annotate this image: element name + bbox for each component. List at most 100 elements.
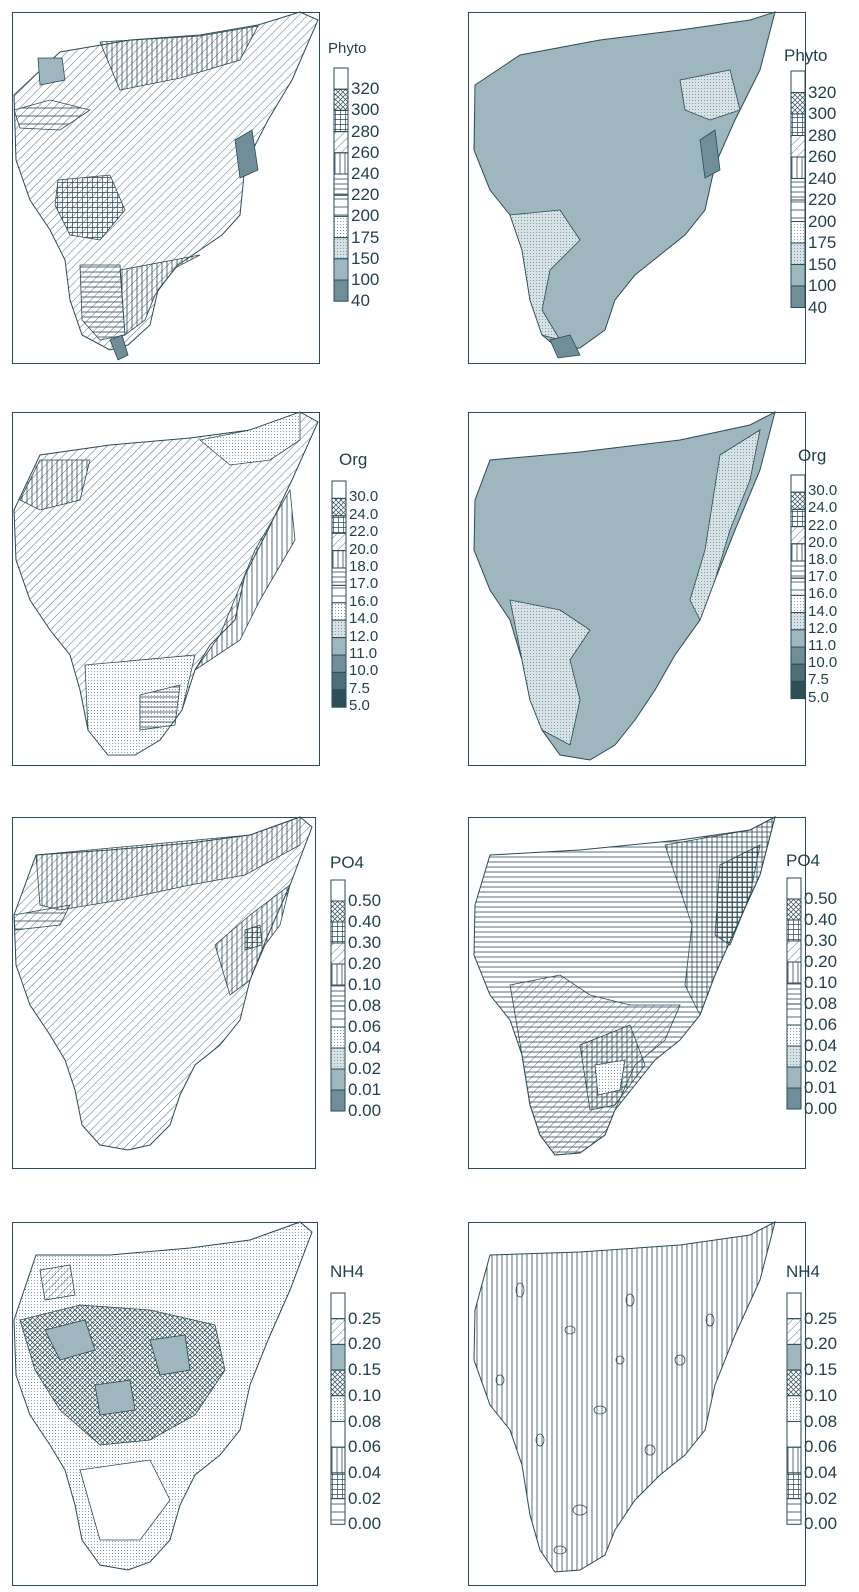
legend-label: 0.02 <box>348 1488 382 1508</box>
legend-swatch <box>786 898 802 921</box>
legend-title: PO4 <box>330 853 365 872</box>
legend-swatch <box>790 543 806 562</box>
lagoon-map <box>13 11 319 361</box>
legend-label: 0.06 <box>348 1017 382 1036</box>
region-hlines <box>13 99 91 131</box>
legend-swatch-bar <box>330 879 346 1112</box>
legend-swatch <box>330 1421 346 1448</box>
legend-label: 40 <box>351 291 370 311</box>
legend-label: 0.04 <box>348 1038 382 1057</box>
legend-label: 0.25 <box>348 1308 382 1328</box>
legend-label: 0.02 <box>804 1057 838 1076</box>
legend-label: 0.25 <box>804 1308 838 1328</box>
legend-label: 0.04 <box>804 1036 838 1055</box>
legend-swatch <box>790 526 806 545</box>
legend-swatch <box>790 594 806 614</box>
lagoon-map <box>473 411 776 761</box>
legend-swatch <box>786 919 802 942</box>
legend-swatch <box>331 480 347 499</box>
legend-swatch <box>786 1395 802 1423</box>
legend-swatch <box>786 940 802 963</box>
legend-swatch-bar <box>786 877 802 1110</box>
legend-swatch-bar <box>786 1292 802 1525</box>
legend-swatch <box>790 92 806 115</box>
legend-label: 16.0 <box>349 592 379 610</box>
legend-label: 12.0 <box>349 627 379 645</box>
legend-swatch <box>786 1087 802 1110</box>
legend-title: PO4 <box>786 851 821 870</box>
legend-swatch <box>786 1421 802 1448</box>
legend-label: 0.20 <box>348 1334 382 1354</box>
legend-label: 0.01 <box>348 1080 382 1099</box>
map-panel-nh4-left: NH4 0.25 0.20 0.15 0.10 0.08 0.06 0.04 0.02 0.00 <box>0 1210 430 1592</box>
region-dark <box>234 129 259 179</box>
legend-label: 16.0 <box>808 585 838 603</box>
legend-swatch-bar <box>330 1292 346 1525</box>
legend-swatch <box>790 474 806 493</box>
legend-label: 24.0 <box>808 499 838 517</box>
legend-label: 14.0 <box>349 610 379 628</box>
legend-label: 40 <box>808 297 827 317</box>
legend-swatch <box>790 156 806 179</box>
legend-swatch <box>330 900 346 923</box>
legend-label: 320 <box>351 79 380 99</box>
legend-label: 22.0 <box>808 516 838 534</box>
legend-swatch <box>786 1343 802 1371</box>
region-diag <box>39 1264 76 1301</box>
legend-swatch <box>330 1343 346 1371</box>
legend-label: 240 <box>351 164 380 183</box>
region-vert <box>35 816 301 911</box>
lagoon-map <box>473 816 776 1156</box>
legend-label: 0.08 <box>348 996 382 1015</box>
legend-label: 320 <box>808 82 837 102</box>
legend-label: 0.40 <box>348 912 382 931</box>
legend-label: 100 <box>808 276 837 295</box>
legend-swatch <box>331 689 347 708</box>
legend-label: 30.0 <box>808 482 838 500</box>
region-grid <box>714 844 761 946</box>
legend-label: 0.30 <box>348 933 382 952</box>
legend-label: 0.06 <box>804 1437 838 1457</box>
legend-swatch <box>330 1446 346 1474</box>
legend-label: 10.0 <box>349 662 379 680</box>
legend-title: Phyto <box>784 46 828 65</box>
legend-label: 30.0 <box>349 488 379 506</box>
region-vert-2 <box>194 488 296 671</box>
map-panel-po4-left: PO4 0.50 0.40 0.30 0.20 0.10 0.08 0.06 0.04 0.02… <box>0 805 430 1175</box>
legend-swatch <box>333 258 349 281</box>
legend-swatch <box>331 584 347 604</box>
legend-swatch <box>790 178 806 201</box>
legend-swatch <box>786 1024 802 1047</box>
legend-label: 260 <box>351 142 380 162</box>
legend-swatch <box>333 279 349 302</box>
legend-swatch <box>790 560 806 579</box>
legend-label: 20.0 <box>349 540 379 558</box>
legend-swatch <box>786 1003 802 1026</box>
legend-swatch <box>790 629 806 648</box>
legend-swatch <box>330 1005 346 1028</box>
region-hlines <box>13 904 71 931</box>
small-contours <box>495 1282 715 1555</box>
legend-title: Org <box>339 450 368 469</box>
legend-swatch <box>330 963 346 986</box>
legend-label: 17.0 <box>808 568 838 586</box>
legend-label: 0.40 <box>804 910 838 929</box>
region-white <box>79 1459 171 1541</box>
legend-label: 24.0 <box>349 505 379 523</box>
legend-label: 0.20 <box>804 1334 838 1354</box>
legend-label: 5.0 <box>349 697 370 715</box>
legend-label: 280 <box>808 125 837 145</box>
legend-label: 11.0 <box>808 637 837 654</box>
legend-label: 300 <box>808 104 837 123</box>
legend-label: 10.0 <box>808 654 838 672</box>
legend-swatch <box>331 671 347 691</box>
legend-label: 0.20 <box>348 954 382 973</box>
legend-swatch-bar <box>331 480 347 708</box>
legend-label: 0.15 <box>804 1360 838 1380</box>
map-panel-phyto-right: Phyto 320 300 280 260 240 220 200 175 150 100 40 <box>430 0 859 370</box>
lagoon-map <box>473 1221 776 1573</box>
legend-label: 0.04 <box>804 1462 838 1482</box>
legend-label: 280 <box>351 121 380 141</box>
legend-swatch <box>331 515 347 534</box>
legend-swatch <box>333 67 349 90</box>
